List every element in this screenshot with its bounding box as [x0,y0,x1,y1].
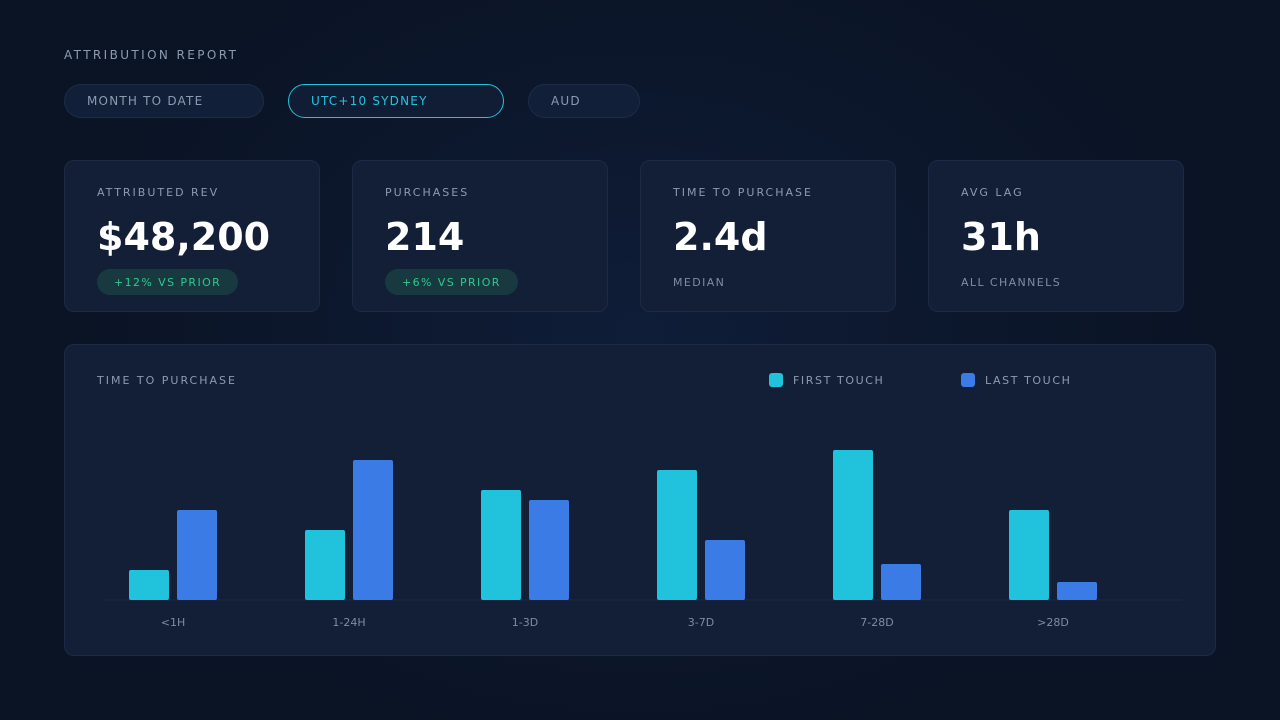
kpi-label: ATTRIBUTED REV [97,186,220,199]
bar-last-touch-4 [881,564,921,600]
bar-last-touch-3 [705,540,745,600]
legend-swatch-last-touch [961,373,975,387]
bar-first-touch-4 [833,450,873,600]
timezone-filter[interactable]: UTC+10 SYDNEY [288,84,504,118]
legend-last-touch: LAST TOUCH [961,373,1072,387]
kpi-value: 2.4d [673,215,768,259]
x-tick-label: 7-28D [860,616,893,629]
bar-first-touch-3 [657,470,697,600]
kpi-value: 214 [385,215,465,259]
currency-filter[interactable]: AUD [528,84,640,118]
delta-badge: +12% VS PRIOR [97,269,239,295]
date-range-filter[interactable]: MONTH TO DATE [64,84,264,118]
report-title: ATTRIBUTION REPORT [64,48,239,62]
x-tick-label: 3-7D [688,616,714,629]
x-tick-label: >28D [1037,616,1069,629]
kpi-label: PURCHASES [385,186,470,199]
kpi-card-time-to-purchase: TIME TO PURCHASE 2.4d MEDIAN [640,160,896,312]
delta-badge: +6% VS PRIOR [385,269,518,295]
legend-label: LAST TOUCH [985,373,1072,387]
kpi-card-purchases: PURCHASES 214 +6% VS PRIOR [352,160,608,312]
legend-label: FIRST TOUCH [793,373,885,387]
legend-first-touch: FIRST TOUCH [769,373,884,387]
kpi-subtext: MEDIAN [673,276,726,289]
kpi-subtext: ALL CHANNELS [961,276,1062,289]
chart-title: TIME TO PURCHASE [97,374,237,387]
kpi-label: AVG LAG [961,186,1024,199]
kpi-card-avg-lag: AVG LAG 31h ALL CHANNELS [928,160,1184,312]
legend-swatch-first-touch [769,373,783,387]
x-tick-label: <1H [161,616,186,629]
bar-first-touch-2 [481,490,521,600]
bar-last-touch-2 [529,500,569,600]
bar-last-touch-0 [177,510,217,600]
bar-chart: <1H 1-24H 1-3D 3-7D 7-28D >28D [105,450,1182,629]
bar-last-touch-5 [1057,582,1097,600]
kpi-value: 31h [961,215,1041,259]
time-to-purchase-chart-panel: TIME TO PURCHASE FIRST TOUCH LAST TOUCH … [64,344,1216,656]
bar-first-touch-0 [129,570,169,600]
bar-last-touch-1 [353,460,393,600]
x-tick-label: 1-3D [512,616,538,629]
kpi-card-attributed-revenue: ATTRIBUTED REV $48,200 +12% VS PRIOR [64,160,320,312]
kpi-value: $48,200 [97,215,271,259]
bar-first-touch-1 [305,530,345,600]
bar-first-touch-5 [1009,510,1049,600]
x-tick-label: 1-24H [332,616,365,629]
kpi-label: TIME TO PURCHASE [673,186,813,199]
